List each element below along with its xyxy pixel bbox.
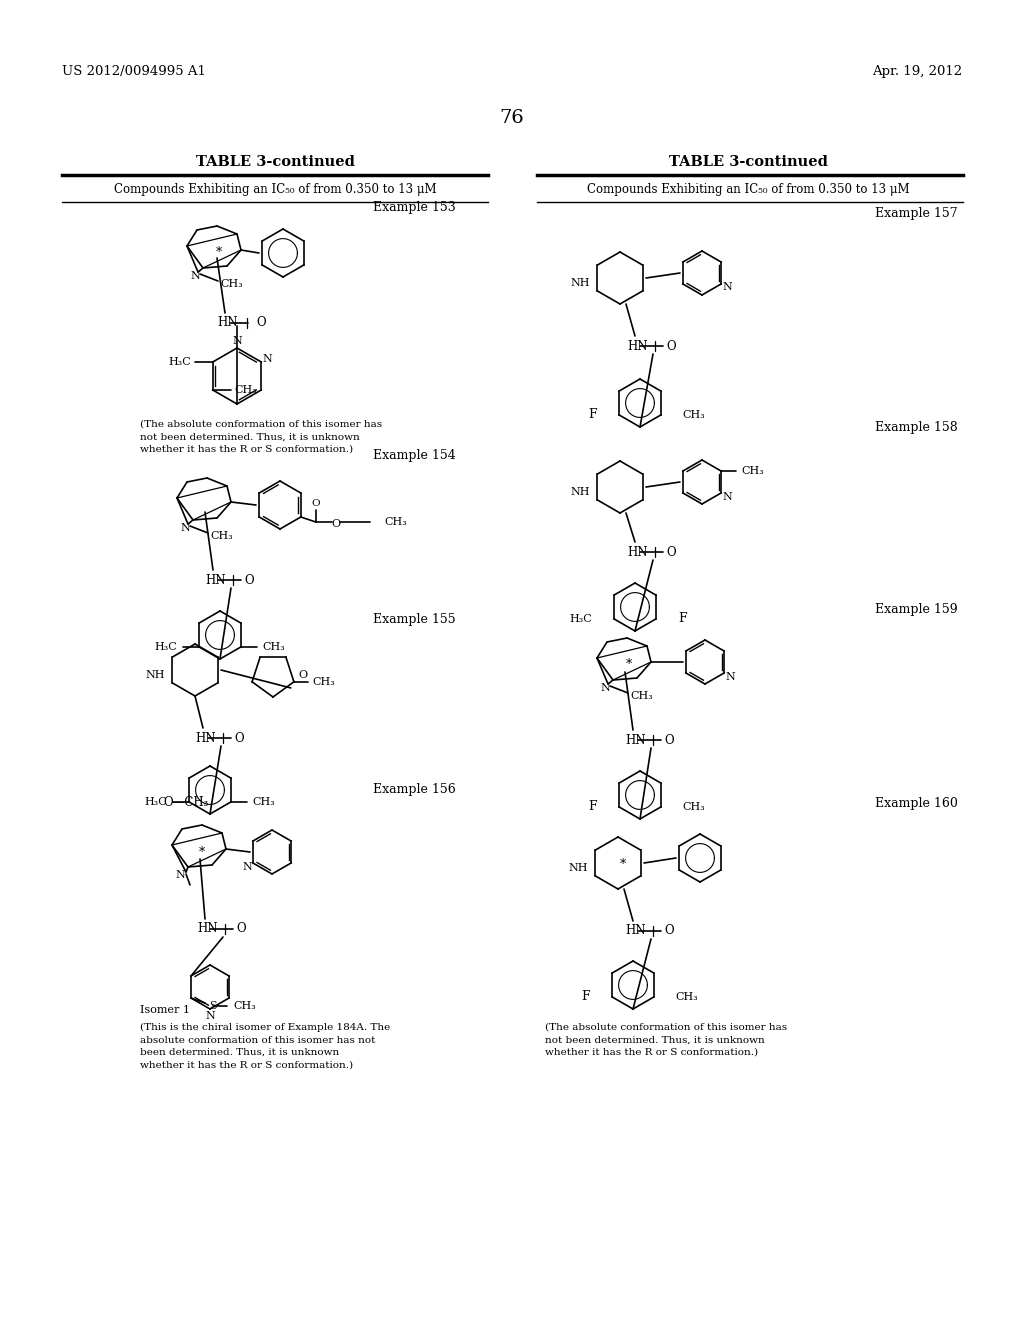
- Text: N: N: [232, 337, 242, 346]
- Text: HN: HN: [195, 731, 215, 744]
- Text: HN: HN: [625, 924, 645, 937]
- Text: HN: HN: [627, 545, 647, 558]
- Text: US 2012/0094995 A1: US 2012/0094995 A1: [62, 66, 206, 78]
- Text: N: N: [600, 682, 610, 693]
- Text: NH: NH: [570, 279, 590, 288]
- Text: Example 154: Example 154: [374, 449, 456, 462]
- Text: Example 160: Example 160: [876, 796, 958, 809]
- Text: CH₃: CH₃: [676, 993, 698, 1002]
- Text: HN: HN: [625, 734, 645, 747]
- Text: S: S: [209, 1001, 216, 1011]
- Text: N: N: [180, 523, 189, 533]
- Text: CH₃: CH₃: [234, 385, 257, 395]
- Text: N: N: [725, 672, 735, 681]
- Text: HN: HN: [197, 923, 217, 936]
- Text: F: F: [678, 612, 686, 626]
- Text: CH₃: CH₃: [210, 531, 232, 541]
- Text: O: O: [667, 545, 676, 558]
- Text: N: N: [205, 1011, 215, 1020]
- Text: Example 158: Example 158: [876, 421, 958, 433]
- Text: Example 155: Example 155: [374, 614, 456, 627]
- Text: N: N: [190, 271, 200, 281]
- Text: F: F: [589, 408, 597, 421]
- Text: N: N: [722, 491, 732, 502]
- Text: (The absolute conformation of this isomer has
not been determined. Thus, it is u: (The absolute conformation of this isome…: [140, 420, 382, 454]
- Text: CH₃: CH₃: [385, 517, 408, 527]
- Text: CH₃: CH₃: [630, 690, 652, 701]
- Text: O: O: [311, 499, 321, 508]
- Text: Apr. 19, 2012: Apr. 19, 2012: [871, 66, 962, 78]
- Text: O: O: [298, 671, 307, 680]
- Text: N: N: [262, 354, 272, 363]
- Text: O—CH₃: O—CH₃: [163, 796, 209, 809]
- Text: *: *: [199, 846, 205, 858]
- Text: 76: 76: [500, 110, 524, 127]
- Text: Example 156: Example 156: [374, 784, 456, 796]
- Text: Example 157: Example 157: [876, 206, 958, 219]
- Text: O: O: [237, 923, 246, 936]
- Text: F: F: [589, 800, 597, 813]
- Text: O: O: [234, 731, 244, 744]
- Text: NH: NH: [145, 671, 165, 680]
- Text: H₃C: H₃C: [144, 797, 167, 807]
- Text: Example 159: Example 159: [876, 603, 958, 616]
- Text: O: O: [331, 519, 340, 529]
- Text: N: N: [722, 282, 732, 293]
- Text: *: *: [216, 247, 222, 260]
- Text: CH₃: CH₃: [253, 797, 275, 807]
- Text: *: *: [620, 858, 626, 871]
- Text: *: *: [626, 659, 632, 672]
- Text: CH₃: CH₃: [263, 642, 286, 652]
- Text: N: N: [175, 870, 185, 880]
- Text: H₃C: H₃C: [168, 356, 190, 367]
- Text: O: O: [665, 924, 674, 937]
- Text: HN: HN: [217, 317, 238, 330]
- Text: CH₃: CH₃: [232, 1001, 256, 1011]
- Text: HN: HN: [205, 573, 225, 586]
- Text: CH₃: CH₃: [220, 279, 243, 289]
- Text: Isomer 1: Isomer 1: [140, 1005, 190, 1015]
- Text: Compounds Exhibiting an IC₅₀ of from 0.350 to 13 μM: Compounds Exhibiting an IC₅₀ of from 0.3…: [114, 183, 436, 197]
- Text: CH₃: CH₃: [312, 677, 335, 686]
- Text: CH₃: CH₃: [683, 803, 706, 812]
- Text: O: O: [665, 734, 674, 747]
- Text: CH₃: CH₃: [741, 466, 764, 477]
- Text: H₃C: H₃C: [569, 614, 592, 624]
- Text: O: O: [244, 573, 254, 586]
- Text: O: O: [256, 317, 266, 330]
- Text: N: N: [242, 862, 252, 871]
- Text: NH: NH: [570, 487, 590, 498]
- Text: O: O: [667, 339, 676, 352]
- Text: TABLE 3-continued: TABLE 3-continued: [669, 154, 827, 169]
- Text: Compounds Exhibiting an IC₅₀ of from 0.350 to 13 μM: Compounds Exhibiting an IC₅₀ of from 0.3…: [587, 183, 909, 197]
- Text: TABLE 3-continued: TABLE 3-continued: [196, 154, 354, 169]
- Text: CH₃: CH₃: [683, 411, 706, 420]
- Text: HN: HN: [627, 339, 647, 352]
- Text: H₃C: H₃C: [155, 642, 177, 652]
- Text: NH: NH: [568, 863, 588, 873]
- Text: (This is the chiral isomer of Example 184A. The
absolute conformation of this is: (This is the chiral isomer of Example 18…: [140, 1023, 390, 1069]
- Text: Example 153: Example 153: [374, 202, 456, 214]
- Text: (The absolute conformation of this isomer has
not been determined. Thus, it is u: (The absolute conformation of this isome…: [545, 1023, 787, 1057]
- Text: F: F: [582, 990, 590, 1003]
